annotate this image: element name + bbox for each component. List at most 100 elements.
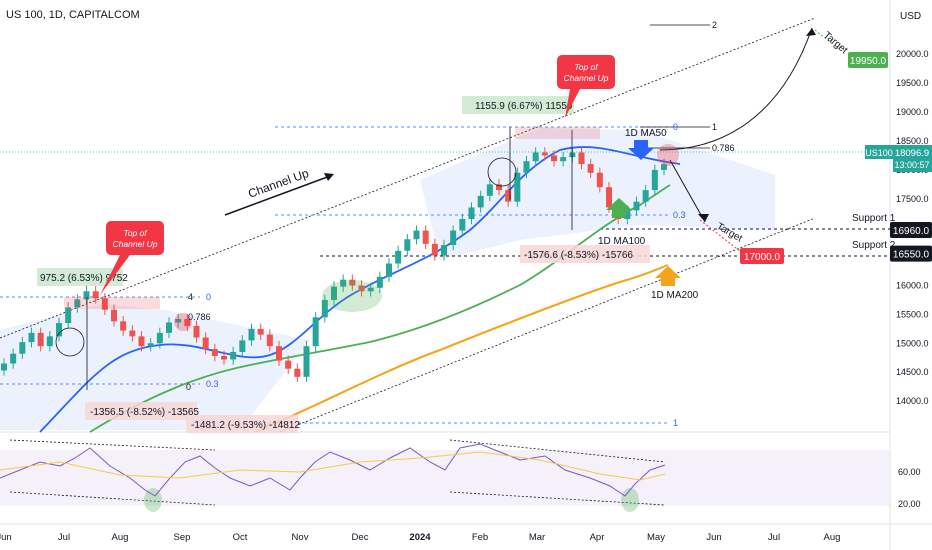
candle-body: [83, 291, 90, 300]
candle-body: [147, 343, 154, 347]
x-tick-label: Apr: [590, 532, 605, 543]
candle-body: [596, 172, 603, 188]
candle-body: [376, 276, 383, 288]
target-line-green: [814, 29, 841, 51]
pattern-circle-1: [55, 327, 85, 357]
candle-body: [120, 321, 127, 331]
svg-text:Channel Up: Channel Up: [113, 239, 158, 249]
support-1-label: Support 1: [852, 213, 896, 224]
candle-body: [321, 299, 328, 318]
candle-body: [56, 323, 62, 337]
candle-body: [248, 328, 255, 341]
top-callout-2: Top of Channel Up: [557, 55, 615, 118]
y-tick-label: 14500.0: [896, 367, 929, 377]
support-2-badge-text: 16550.0: [893, 250, 930, 261]
ma50-label: 1D MA50: [625, 128, 667, 139]
projection-down-arrowhead: [698, 214, 709, 222]
candle-body: [551, 155, 557, 162]
ma200-line: [254, 264, 669, 433]
candle-body: [541, 152, 548, 156]
rsi-low-circle-2: [621, 488, 639, 512]
candle-body: [202, 337, 209, 350]
ma100-label: 1D MA100: [598, 236, 646, 247]
ma100-arrow-icon: [606, 198, 632, 218]
time-axis[interactable]: Jun Jul Aug Sep Oct Nov Dec 2024 Feb Mar Apr May Jun…: [0, 532, 840, 543]
candle-body: [486, 184, 493, 196]
candle-body: [514, 172, 521, 202]
y-tick-label: 16000.0: [896, 280, 929, 290]
x-tick-label: Jul: [768, 532, 780, 543]
candle-body: [459, 219, 466, 231]
x-tick-label: Feb: [472, 532, 488, 543]
candle-body: [606, 187, 612, 208]
candle-body: [331, 286, 337, 300]
x-tick-label: 2024: [409, 532, 431, 543]
rsi-ma-line: [0, 451, 666, 481]
candle-body: [46, 336, 53, 347]
candle-body: [560, 157, 567, 162]
measure-up-1: 975.2 (6.53%) 9752: [40, 273, 128, 284]
candle-body: [303, 346, 310, 377]
support-1-badge: [890, 221, 932, 238]
measure-up-2-box: [462, 96, 574, 114]
x-tick-label: Jun: [0, 532, 12, 543]
support-1-badge-text: 16960.0: [893, 226, 930, 237]
fib-right-1: 1: [712, 122, 717, 132]
measure-down-1: -1356.5 (-8.52%) -13565: [90, 407, 199, 418]
target-badge-red-text: 17000.0: [744, 252, 781, 263]
measure-up-1-box: [37, 268, 123, 286]
pattern-circle-2: [487, 157, 517, 187]
candle-body: [358, 285, 365, 292]
candle-body: [477, 195, 484, 208]
measure-down-2-box: [186, 415, 298, 433]
candle-body: [441, 245, 447, 256]
candle-body: [257, 328, 264, 335]
x-tick-label: Dec: [352, 532, 369, 543]
candle-body: [340, 279, 347, 287]
y-tick-label: 15500.0: [896, 309, 929, 319]
y-tick-label: 17500.0: [896, 194, 929, 204]
projection-up-path: [659, 27, 813, 151]
price-badges: 16960.0 16550.0 17000.0 19950.0 US100 18096.9…: [0, 52, 932, 264]
candle-body: [266, 334, 273, 347]
last-price-badge: [893, 145, 932, 172]
fib-right-1b: 1: [673, 418, 678, 428]
channel-up-arrow: [224, 175, 331, 216]
candle-body: [276, 346, 282, 361]
ma50-arrow-icon: [628, 140, 654, 160]
candle-body: [367, 287, 374, 292]
target-badge-green-text: 19950.0: [850, 56, 887, 67]
candle-body: [651, 169, 658, 191]
x-tick-label: May: [647, 532, 665, 543]
candle-body: [312, 317, 319, 347]
x-tick-label: Aug: [112, 532, 129, 543]
candle-body: [193, 325, 200, 338]
candle-body: [349, 279, 356, 286]
candle-body: [532, 152, 539, 162]
fib-left-0786: 0.786: [188, 312, 211, 322]
candle-body: [138, 336, 145, 347]
bearish-leg-shade-1: [0, 304, 310, 430]
candle-body: [386, 263, 392, 277]
symbol-tag: [865, 145, 893, 159]
candle-body: [1, 363, 7, 371]
x-tick-label: Aug: [824, 532, 841, 543]
fib-right-0786: 0.786: [712, 143, 735, 153]
candle-body: [587, 164, 594, 173]
x-tick-label: Nov: [292, 532, 309, 543]
consolidation-ellipse: [322, 280, 382, 312]
target-badge-red: [740, 248, 784, 264]
measure-down-3: -1576.6 (-8.53%) -15766: [524, 250, 633, 261]
top-zone-1: [64, 297, 160, 309]
rsi-low-circle-1: [144, 488, 162, 512]
candle-body: [230, 351, 237, 360]
x-tick-label: Jul: [58, 532, 70, 543]
candle-body: [523, 161, 530, 173]
rsi-band: [0, 450, 890, 506]
candle-body: [468, 207, 475, 219]
x-tick-label: Jun: [706, 532, 721, 543]
candle-body: [19, 342, 26, 354]
candle-body: [221, 356, 227, 360]
rsi-line: [0, 443, 666, 497]
